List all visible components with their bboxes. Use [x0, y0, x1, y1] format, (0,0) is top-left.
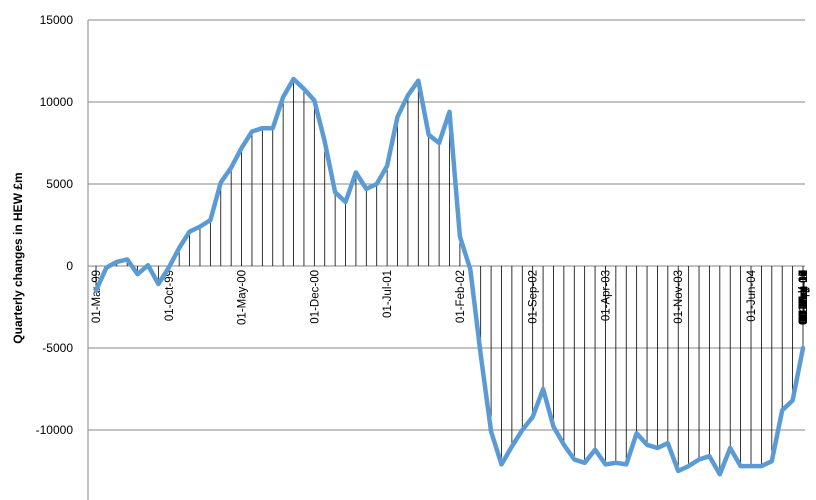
- x-tick-label: 01-Feb-09: [798, 270, 810, 323]
- x-tick-label: 01-May-14: [798, 269, 810, 325]
- x-tick-label: 01-Aug-05: [798, 270, 810, 324]
- x-tick-label: 01-Oct-99: [164, 270, 176, 321]
- drop-lines: [95, 79, 804, 475]
- x-tick-label: 01-Feb-02: [455, 270, 467, 323]
- x-tick-label: 01-Jul-01: [382, 270, 394, 318]
- x-tick-label: 01-Feb-16: [798, 270, 810, 323]
- x-tick-label: 01-Nov-03: [673, 270, 685, 324]
- x-tick-label: 01-Jan-12: [798, 270, 810, 322]
- x-tick-label: 01-Apr-03: [600, 270, 612, 321]
- series-line: [93, 76, 806, 477]
- x-tick-label: 01-Apr-10: [798, 270, 810, 321]
- y-tick-labels: 15000 10000 5000 0 -5000 -10000: [36, 13, 74, 437]
- x-tick-label: 01-Mar-13: [798, 270, 810, 323]
- x-tick-label: 01-Aug-12: [798, 270, 810, 324]
- x-tick-label: 01-Oct-13: [798, 270, 810, 321]
- y-tick-label: 5000: [46, 177, 73, 191]
- x-tick-label: 01-Mar-06: [798, 270, 810, 323]
- y-tick-label: -10000: [36, 423, 74, 437]
- x-tick-labels: 01-Mar-99 01-Oct-99 01-May-00 01-Dec-00 01-J…: [91, 269, 810, 325]
- x-tick-label: 01-Oct-06: [798, 270, 810, 321]
- x-tick-label: 01-Jan-05: [798, 270, 810, 322]
- x-tick-label: 01-Dec-07: [798, 270, 810, 324]
- x-tick-label: 01-Jul-15: [798, 270, 810, 318]
- x-tick-label: 01-May-00: [237, 270, 249, 325]
- x-tick-label: 01-Jul-08: [798, 270, 810, 318]
- y-axis-label: Quarterly changes in HEW £m: [11, 172, 25, 343]
- x-tick-label: 01-May-07: [798, 270, 810, 325]
- x-tick-label: 01-Nov-10: [798, 270, 810, 324]
- x-tick-label: 01-Dec-14: [798, 269, 810, 323]
- y-tick-label: -5000: [42, 341, 73, 355]
- y-tick-label: 15000: [40, 13, 74, 27]
- y-tick-label: 0: [66, 259, 73, 273]
- x-tick-label: 01-Jun-11: [798, 270, 810, 321]
- x-tick-label: 01-Jun-04: [746, 269, 758, 321]
- gridlines: [88, 19, 805, 431]
- x-tick-label: 01-Dec-00: [309, 270, 321, 324]
- x-tick-label: 01-Sep-02: [528, 270, 540, 324]
- y-tick-label: 10000: [40, 95, 74, 109]
- x-tick-label: 01-Sep-09: [798, 270, 810, 324]
